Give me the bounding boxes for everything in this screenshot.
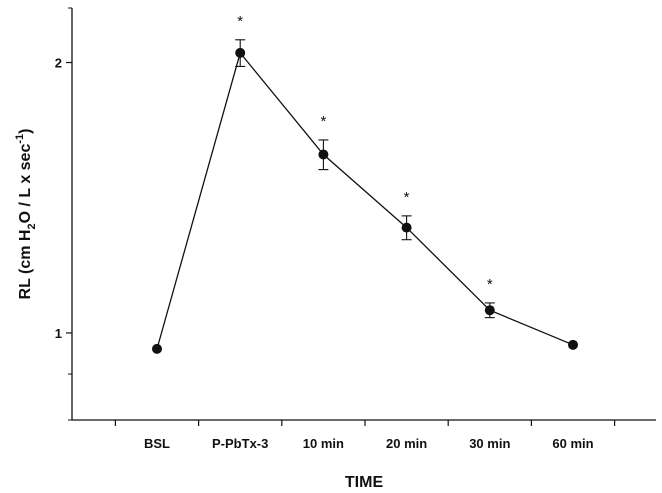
y-axis-title-superscript: -1 (14, 134, 26, 144)
data-point (152, 343, 162, 354)
axes (71, 8, 656, 421)
y-axis-title-suffix: ) (17, 129, 34, 134)
significance-marker: * (487, 276, 493, 293)
x-tick-label: 30 min (469, 436, 510, 451)
y-axis-title-middle: O / L x sec (17, 144, 34, 224)
data-point (318, 149, 329, 160)
y-tick-label: 2 (55, 56, 62, 71)
significance-marker: * (320, 113, 326, 130)
series-line (156, 51, 574, 350)
x-axis-title: TIME (345, 474, 384, 491)
y-axis-title-subscript: 2 (26, 223, 38, 229)
y-tick-label: 1 (55, 326, 62, 341)
x-tick-label: P-PbTx-3 (212, 436, 268, 451)
x-tick-label: 10 min (303, 436, 344, 451)
x-ticks: BSL P-PbTx-3 10 min 20 min 30 min 60 min (114, 420, 616, 451)
y-ticks: 12 (55, 7, 72, 421)
x-tick-label: BSL (144, 436, 170, 451)
x-tick-label: 60 min (552, 436, 593, 451)
data-point (484, 305, 495, 316)
data-point (235, 47, 246, 58)
x-tick-label: 20 min (386, 436, 427, 451)
data-point (401, 222, 412, 233)
y-axis-title: RL (cm H2O / L x sec-1) (14, 129, 38, 300)
series: * * * * (152, 13, 578, 354)
significance-marker: * (237, 13, 243, 30)
significance-marker: * (404, 189, 410, 206)
data-point (568, 339, 578, 350)
